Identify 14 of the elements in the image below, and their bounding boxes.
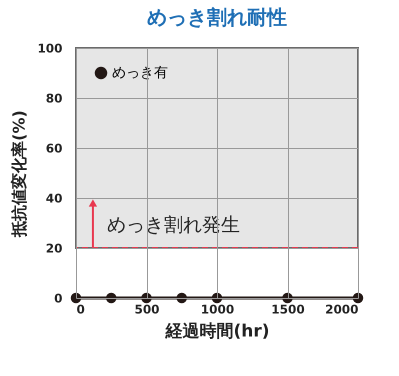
y-tick-label: 80 bbox=[46, 92, 62, 106]
chart-title: めっき割れ耐性 bbox=[147, 5, 287, 29]
x-tick-label: 1500 bbox=[271, 302, 305, 316]
y-tick-label: 0 bbox=[54, 292, 62, 306]
x-tick-label: 2000 bbox=[325, 302, 358, 316]
y-tick-label: 100 bbox=[37, 42, 62, 56]
y-axis-title: 抵抗値変化率(%) bbox=[9, 110, 28, 238]
x-axis-title: 経過時間(hr) bbox=[164, 322, 270, 342]
x-tick-label: 500 bbox=[134, 302, 160, 316]
x-tick-label: 0 bbox=[76, 302, 85, 316]
x-tick-label: 1000 bbox=[200, 302, 234, 316]
y-tick-label: 60 bbox=[46, 142, 62, 156]
y-tick-label: 40 bbox=[46, 192, 62, 206]
y-tick-label: 20 bbox=[46, 242, 62, 256]
